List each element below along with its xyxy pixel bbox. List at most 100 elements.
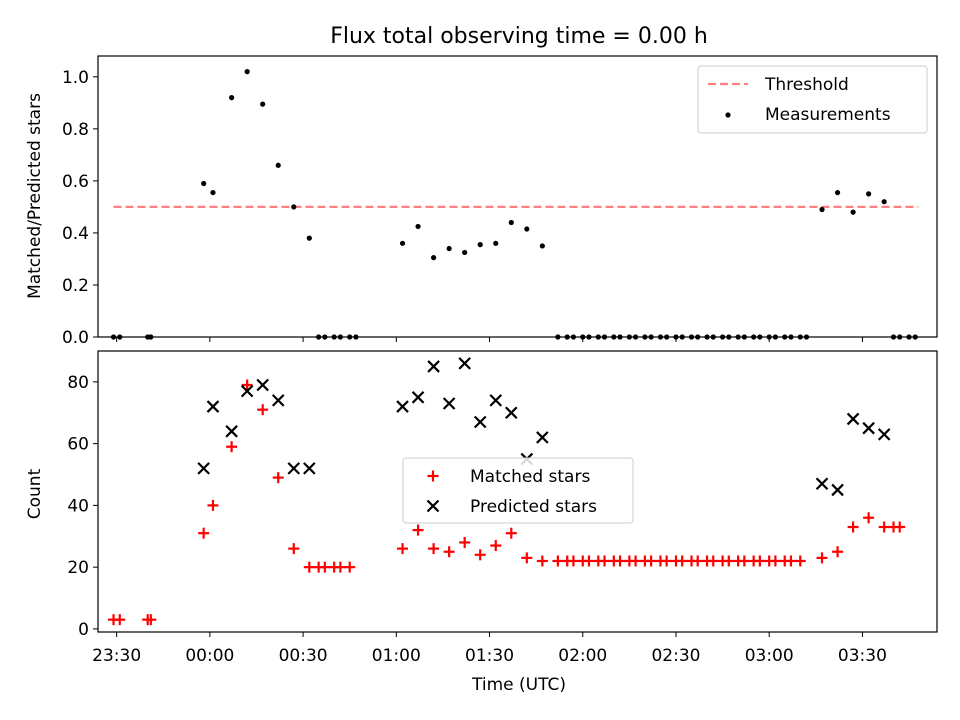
matched-point-43 bbox=[676, 555, 688, 567]
measurement-point-38 bbox=[632, 334, 639, 340]
x-tick-label-6: 02:30 bbox=[651, 646, 700, 666]
measurement-point-39 bbox=[642, 334, 648, 340]
matched-point-23 bbox=[490, 540, 502, 552]
x-tick-label-8: 03:30 bbox=[838, 646, 887, 666]
predicted-point-7 bbox=[303, 462, 316, 475]
measurement-point-43 bbox=[673, 334, 679, 340]
predicted-point-8 bbox=[396, 400, 409, 413]
measurement-point-26 bbox=[524, 226, 530, 232]
measurement-point-58 bbox=[788, 334, 794, 340]
matched-point-41 bbox=[661, 555, 673, 567]
matched-point-61 bbox=[847, 521, 859, 533]
measurement-point-45 bbox=[688, 334, 695, 340]
measurement-point-50 bbox=[726, 334, 732, 340]
matched-point-22 bbox=[474, 549, 486, 561]
matched-point-58 bbox=[794, 555, 806, 567]
measurement-point-51 bbox=[735, 334, 741, 340]
matched-point-16 bbox=[344, 561, 356, 573]
measurement-point-7 bbox=[244, 69, 250, 75]
matched-point-20 bbox=[443, 546, 455, 558]
measurement-point-21 bbox=[446, 245, 452, 252]
measurement-point-62 bbox=[834, 189, 841, 196]
matched-point-45 bbox=[692, 555, 704, 567]
matched-point-6 bbox=[226, 441, 238, 453]
measurement-point-59 bbox=[797, 334, 803, 340]
measurement-point-57 bbox=[782, 334, 788, 340]
measurement-point-64 bbox=[866, 191, 872, 197]
matched-point-26 bbox=[536, 555, 548, 567]
ratio-axes-frame bbox=[97, 55, 938, 338]
ratio-marks bbox=[110, 69, 919, 340]
matched-point-35 bbox=[614, 555, 626, 567]
measurement-point-18 bbox=[399, 240, 406, 246]
measurement-point-29 bbox=[564, 334, 570, 340]
count-y-axis-label: Count bbox=[25, 468, 45, 519]
x-tick-label-2: 00:30 bbox=[279, 646, 328, 666]
legend-matched-label: Matched stars bbox=[470, 467, 590, 487]
matched-point-13 bbox=[319, 561, 331, 573]
measurement-point-16 bbox=[347, 334, 353, 340]
matched-point-25 bbox=[521, 552, 533, 564]
predicted-point-6 bbox=[287, 462, 301, 475]
measurement-point-25 bbox=[508, 219, 514, 226]
x-tick-label-3: 01:00 bbox=[372, 646, 421, 666]
count-ytick-label-2: 40 bbox=[67, 496, 89, 516]
predicted-point-15 bbox=[505, 406, 518, 420]
measurement-point-30 bbox=[570, 334, 577, 340]
matched-point-60 bbox=[832, 546, 844, 558]
matched-point-31 bbox=[583, 555, 595, 567]
measurement-point-33 bbox=[595, 334, 601, 340]
predicted-point-22 bbox=[877, 428, 891, 441]
predicted-point-0 bbox=[197, 462, 210, 475]
measurement-point-41 bbox=[657, 334, 664, 340]
measurement-point-19 bbox=[415, 223, 421, 230]
matched-point-15 bbox=[334, 561, 346, 573]
measurement-point-55 bbox=[766, 334, 772, 340]
matched-point-17 bbox=[397, 543, 409, 555]
matched-point-1 bbox=[114, 614, 126, 626]
measurement-point-20 bbox=[431, 255, 437, 261]
count-x-ticks: 23:30 00:00 00:30 01:00 01:30 02:00 02:30 03:00… bbox=[92, 632, 887, 666]
matched-point-49 bbox=[723, 555, 735, 567]
measurement-point-54 bbox=[757, 334, 763, 340]
matched-point-24 bbox=[505, 527, 517, 539]
count-ytick-label-3: 60 bbox=[67, 435, 89, 455]
x-tick-label-0: 23:30 bbox=[92, 646, 141, 666]
matched-point-18 bbox=[412, 524, 424, 536]
measurement-point-4 bbox=[201, 180, 207, 187]
predicted-point-5 bbox=[271, 394, 285, 407]
matched-point-10 bbox=[288, 543, 300, 555]
count-ytick-label-4: 80 bbox=[67, 373, 89, 393]
measurement-point-32 bbox=[586, 334, 592, 340]
ratio-y-axis-label: Matched/Predicted stars bbox=[25, 93, 45, 299]
ratio-y-ticks: 0.0 0.2 0.4 0.6 0.8 1.0 bbox=[62, 68, 98, 348]
x-tick-label-7: 03:00 bbox=[745, 646, 794, 666]
measurement-point-15 bbox=[337, 334, 343, 340]
matched-point-27 bbox=[552, 555, 564, 567]
ratio-legend: Threshold Measurements bbox=[697, 65, 928, 134]
x-tick-label-4: 01:30 bbox=[465, 646, 514, 666]
matched-point-51 bbox=[738, 555, 750, 567]
measurement-point-36 bbox=[617, 334, 623, 340]
measurement-point-12 bbox=[316, 334, 322, 340]
predicted-point-17 bbox=[536, 431, 549, 444]
measurement-point-52 bbox=[741, 334, 747, 340]
predicted-point-13 bbox=[473, 415, 487, 429]
measurement-point-69 bbox=[912, 334, 918, 340]
measurement-point-60 bbox=[803, 334, 810, 340]
chart-title: Flux total observing time = 0.00 h bbox=[330, 24, 708, 49]
count-legend: Matched stars Predicted stars bbox=[402, 457, 634, 524]
measurement-point-53 bbox=[751, 334, 757, 340]
matched-point-53 bbox=[754, 555, 766, 567]
matched-point-7 bbox=[241, 379, 253, 391]
predicted-point-4 bbox=[256, 378, 269, 392]
measurement-point-63 bbox=[850, 209, 856, 215]
measurement-point-65 bbox=[881, 199, 887, 205]
count-y-ticks: 0 20 40 60 80 bbox=[67, 373, 98, 640]
x-axis-label: Time (UTC) bbox=[471, 675, 566, 695]
ratio-panel: Matched/Predicted stars 0.0 0.2 0.4 0.6 0.8 1… bbox=[25, 55, 938, 348]
matched-point-9 bbox=[272, 472, 284, 484]
matched-point-19 bbox=[428, 543, 440, 555]
measurement-point-17 bbox=[353, 334, 359, 340]
predicted-point-12 bbox=[458, 357, 471, 370]
